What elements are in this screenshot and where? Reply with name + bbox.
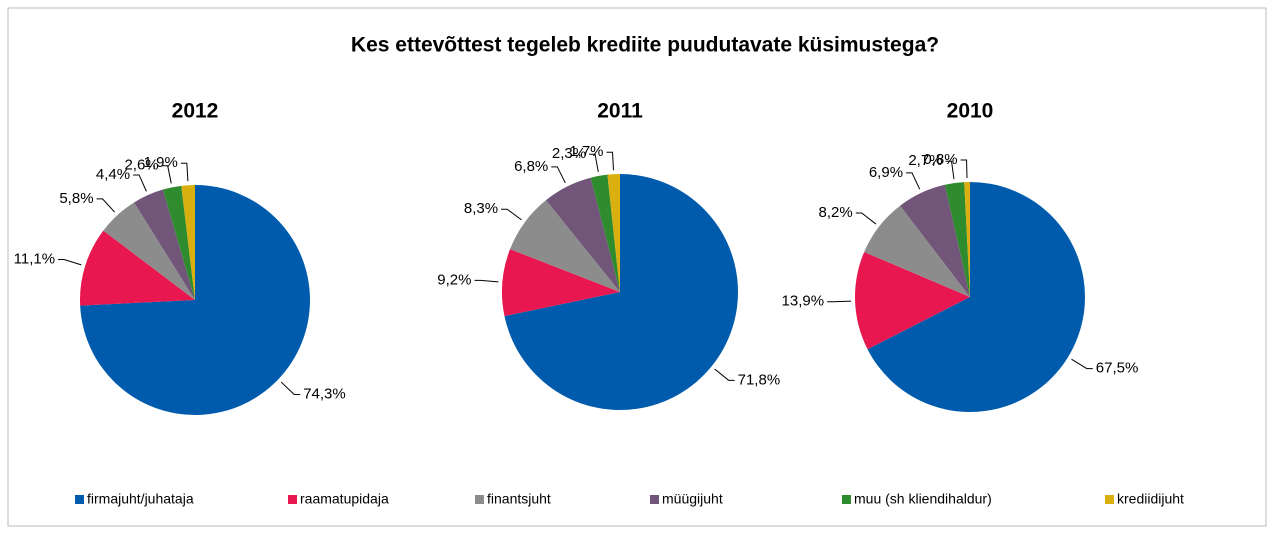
pie-slice — [867, 182, 1085, 412]
data-label: 6,9% — [869, 164, 903, 181]
data-label: 11,1% — [14, 251, 55, 268]
legend-swatch — [288, 495, 297, 504]
pie-slice — [181, 185, 195, 300]
leader-line — [58, 259, 82, 266]
legend-swatch — [75, 495, 84, 504]
leader-line — [855, 212, 877, 225]
leader-line — [280, 381, 301, 395]
pie-slice — [80, 185, 310, 415]
pie-slice — [854, 251, 970, 350]
pie-slice — [607, 174, 620, 292]
legend-label: muu (sh kliendihaldur) — [854, 491, 992, 507]
pie-slice — [900, 184, 970, 297]
pie-slice — [103, 202, 195, 300]
data-label: 9,2% — [437, 271, 471, 288]
legend-swatch — [1105, 495, 1114, 504]
leader-line — [960, 159, 968, 179]
data-label: 1,7% — [569, 143, 603, 160]
legend-swatch — [475, 495, 484, 504]
leader-line — [551, 166, 566, 184]
pie-title: 2010 — [947, 100, 994, 123]
legend-label: müügijuht — [662, 491, 723, 507]
leader-line — [714, 368, 735, 381]
pie-title: 2012 — [172, 100, 219, 123]
leader-line — [945, 160, 955, 180]
legend-label: krediidijuht — [1117, 491, 1184, 507]
leader-line — [1071, 358, 1093, 370]
data-label: 2,6% — [124, 157, 158, 174]
pie-slice — [134, 189, 195, 300]
pie-slice — [504, 174, 738, 410]
data-label: 6,8% — [514, 158, 548, 175]
data-label: 74,3% — [303, 385, 346, 402]
data-label: 71,8% — [738, 371, 781, 388]
pie-slice — [510, 200, 620, 292]
data-label: 2,7% — [908, 152, 942, 169]
legend-label: finantsjuht — [487, 491, 551, 507]
leader-line — [827, 300, 852, 303]
data-label: 5,8% — [59, 190, 93, 207]
legend-swatch — [650, 495, 659, 504]
data-label: 8,3% — [464, 200, 498, 217]
data-label: 13,9% — [782, 293, 825, 310]
pie-slice — [864, 205, 970, 297]
leader-line — [133, 174, 147, 192]
leader-line — [161, 165, 172, 184]
pie-slice — [545, 177, 620, 292]
data-label: 0,8% — [923, 151, 957, 168]
data-label: 8,2% — [819, 204, 853, 221]
legend-label: firmajuht/juhataja — [87, 491, 194, 507]
leader-line — [606, 151, 614, 171]
data-label: 2,3% — [552, 145, 586, 162]
leader-line — [96, 198, 116, 213]
chart-title: Kes ettevõttest tegeleb krediite puuduta… — [351, 34, 939, 57]
pie-title: 2011 — [597, 100, 643, 123]
leader-line — [474, 279, 499, 283]
pie-slice — [501, 249, 620, 317]
leader-line — [501, 208, 522, 221]
data-label: 1,9% — [144, 154, 178, 171]
data-label: 4,4% — [96, 166, 130, 183]
pie-slice — [162, 185, 195, 300]
leader-line — [589, 153, 599, 173]
pie-slice — [944, 182, 970, 297]
data-label: 67,5% — [1096, 360, 1139, 377]
pie-slice — [590, 174, 620, 292]
leader-line — [906, 172, 921, 190]
legend-swatch — [842, 495, 851, 504]
pie-slice — [964, 182, 970, 297]
leader-line — [180, 162, 189, 182]
pie-slice — [80, 230, 195, 306]
legend-label: raamatupidaja — [300, 491, 389, 507]
